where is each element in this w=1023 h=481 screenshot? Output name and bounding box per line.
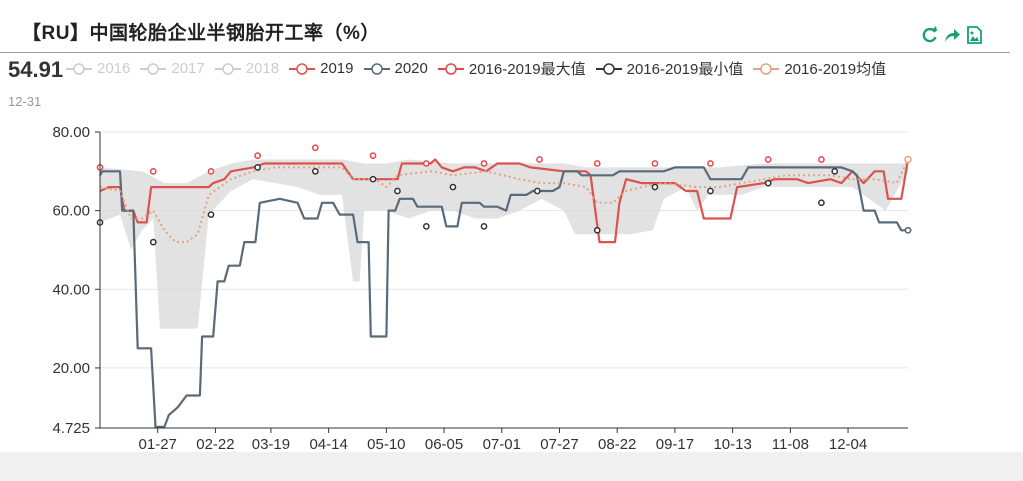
max-marker (254, 152, 261, 159)
legend-label: 2020 (394, 60, 428, 77)
max-marker (707, 160, 714, 167)
max-marker (651, 160, 659, 167)
series-end-marker (904, 226, 912, 234)
current-value: 54.91 (8, 57, 66, 83)
legend-item-2020[interactable]: 2020 (363, 60, 428, 77)
min-marker (207, 211, 215, 218)
title-divider (0, 52, 1010, 53)
x-tick-label: 06-05 (425, 436, 463, 453)
y-tick-label: 4.725 (52, 420, 90, 437)
legend-marker-icon (595, 62, 622, 75)
legend-marker-icon (66, 62, 92, 75)
min-marker (311, 167, 319, 175)
x-tick-label: 10-13 (713, 436, 751, 453)
min-marker (149, 238, 157, 246)
legend-item-avg[interactable]: 2016-2019均值 (753, 58, 886, 79)
max-marker (764, 156, 772, 163)
min-marker (422, 223, 430, 230)
min-marker (394, 187, 401, 195)
avg-end-marker (904, 155, 912, 164)
y-tick-label: 40.00 (52, 281, 90, 298)
legend-label: 2016 (97, 60, 131, 77)
legend-item-2017[interactable]: 2017 (140, 60, 205, 77)
legend-label: 2016-2019均值 (784, 61, 887, 78)
max-marker (536, 156, 543, 163)
min-marker (707, 187, 714, 195)
chart-title: 【RU】中国轮胎企业半钢胎开工率（%） (22, 23, 380, 44)
legend-marker-icon (140, 62, 167, 75)
max-marker (593, 160, 601, 167)
x-tick-label: 01-27 (139, 436, 177, 453)
x-tick-label: 07-27 (540, 436, 578, 453)
legend-marker-icon (753, 62, 780, 75)
x-tick-label: 05-10 (367, 436, 405, 453)
max-marker (311, 144, 319, 152)
min-marker (764, 179, 772, 187)
legend-label: 2017 (171, 60, 205, 77)
x-tick-label: 03-19 (252, 436, 290, 453)
y-tick-label: 80.00 (52, 124, 90, 141)
refresh-icon[interactable] (921, 26, 939, 44)
x-tick-label: 08-22 (598, 436, 636, 453)
min-marker (369, 175, 377, 183)
legend: 2016 2017 2018 2019 2020 2016-2019最大值 20… (66, 58, 896, 79)
save-image-icon[interactable] (965, 26, 983, 44)
legend-item-2016[interactable]: 2016 (66, 60, 130, 77)
series-line-2 (99, 159, 909, 244)
x-tick-label: 02-22 (196, 436, 234, 453)
legend-label: 2019 (320, 60, 354, 77)
min-marker (831, 167, 839, 175)
y-tick-label: 60.00 (52, 203, 90, 220)
legend-item-max[interactable]: 2016-2019最大值 (437, 58, 586, 79)
max-marker (369, 152, 377, 159)
legend-marker-icon (363, 62, 390, 75)
legend-label: 2016-2019最大值 (468, 61, 586, 78)
min-marker (449, 183, 457, 191)
max-marker (480, 160, 488, 167)
legend-marker-icon (214, 62, 241, 75)
x-tick-label: 07-01 (483, 436, 521, 453)
legend-marker-icon (289, 62, 316, 75)
x-tick-label: 09-17 (656, 436, 694, 453)
series-line-0 (99, 158, 910, 244)
max-marker (207, 167, 215, 175)
legend-marker-icon (437, 62, 464, 75)
max-marker (422, 160, 430, 167)
x-tick-label: 11-08 (772, 436, 809, 453)
min-marker (254, 164, 261, 171)
share-icon[interactable] (943, 26, 961, 44)
legend-item-min[interactable]: 2016-2019最小值 (595, 58, 744, 79)
min-marker (480, 223, 488, 230)
x-tick-label: 12-04 (829, 436, 867, 453)
legend-label: 2018 (245, 60, 280, 77)
max-marker (149, 167, 157, 175)
min-marker (533, 187, 541, 195)
min-marker (593, 226, 601, 234)
min-max-band (100, 159, 908, 329)
legend-item-2019[interactable]: 2019 (289, 60, 354, 77)
y-tick-label: 20.00 (52, 360, 90, 377)
max-marker (818, 156, 825, 163)
min-marker (818, 199, 825, 207)
current-date: 12-31 (8, 94, 42, 109)
legend-item-2018[interactable]: 2018 (214, 60, 280, 77)
toolbar (921, 26, 983, 44)
x-tick-label: 04-14 (309, 436, 347, 453)
legend-label: 2016-2019最小值 (626, 61, 744, 78)
min-marker (651, 183, 659, 191)
series-line-1 (99, 166, 908, 428)
